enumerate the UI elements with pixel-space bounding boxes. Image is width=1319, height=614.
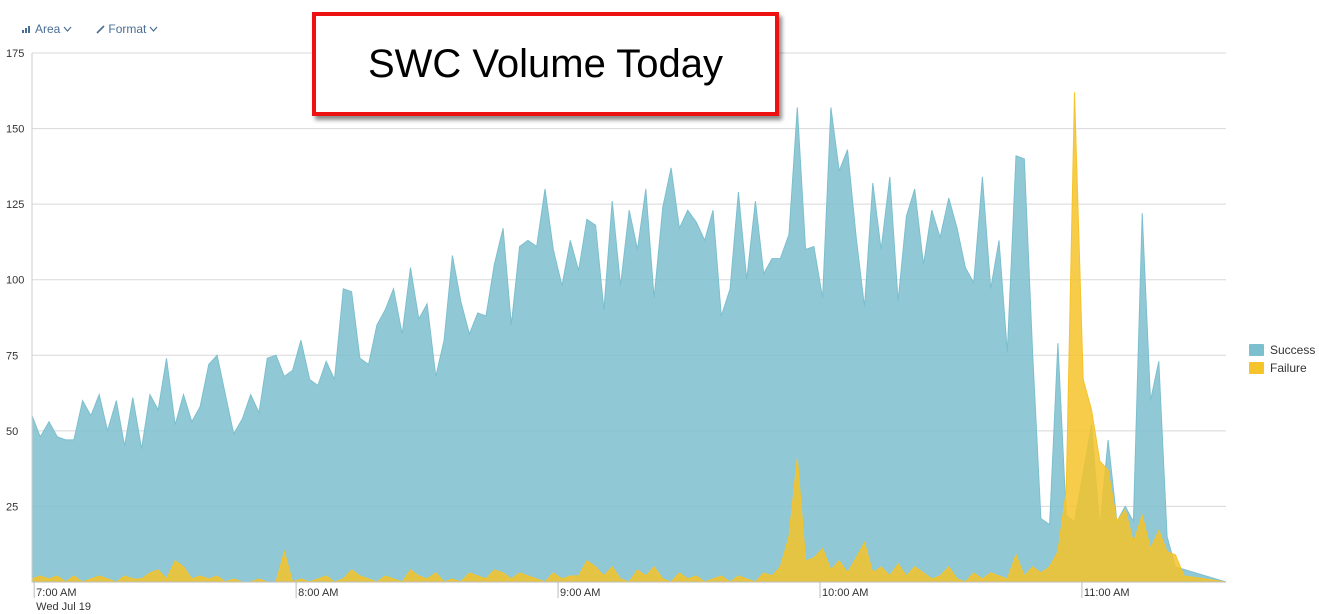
x-tick-label: 10:00 AM [822,587,868,599]
y-tick-label: 125 [6,199,24,211]
chart-toolbar: Area Format [22,22,158,36]
format-button-label: Format [108,22,147,36]
x-tick-label: 7:00 AM [36,587,76,599]
series-layer [31,92,1227,583]
x-tick-sublabel: Wed Jul 19 [36,601,91,613]
y-tick-label: 100 [6,275,24,287]
area-type-button[interactable]: Area [22,22,72,36]
y-tick-label: 75 [6,350,18,362]
x-tick-label: 11:00 AM [1084,587,1130,599]
chevron-down-icon [149,26,158,32]
legend: Success Failure [1249,341,1315,377]
legend-swatch [1249,362,1264,374]
series-area-success[interactable] [31,107,1227,583]
chevron-down-icon [63,26,72,32]
x-tick-label: 9:00 AM [560,587,600,599]
legend-label: Failure [1270,361,1307,375]
chart-title-box: SWC Volume Today [312,12,779,116]
chart-title: SWC Volume Today [368,41,723,86]
y-tick-label: 150 [6,124,24,136]
legend-item-failure[interactable]: Failure [1249,359,1315,377]
legend-swatch [1249,344,1264,356]
y-tick-label: 25 [6,501,18,513]
series-area-failure[interactable] [31,92,1227,583]
bar-chart-icon [22,26,30,33]
axis-layer: 25 50 75 100 125 150 175 7:00 AM Wed Jul 19 8:00 … [6,48,1226,613]
legend-label: Success [1270,343,1316,357]
y-tick-label: 50 [6,426,18,438]
area-button-label: Area [35,22,61,36]
pencil-icon [96,24,105,34]
legend-item-success[interactable]: Success [1249,341,1315,359]
format-button[interactable]: Format [96,22,158,36]
y-tick-label: 175 [6,48,24,60]
x-tick-label: 8:00 AM [298,587,338,599]
